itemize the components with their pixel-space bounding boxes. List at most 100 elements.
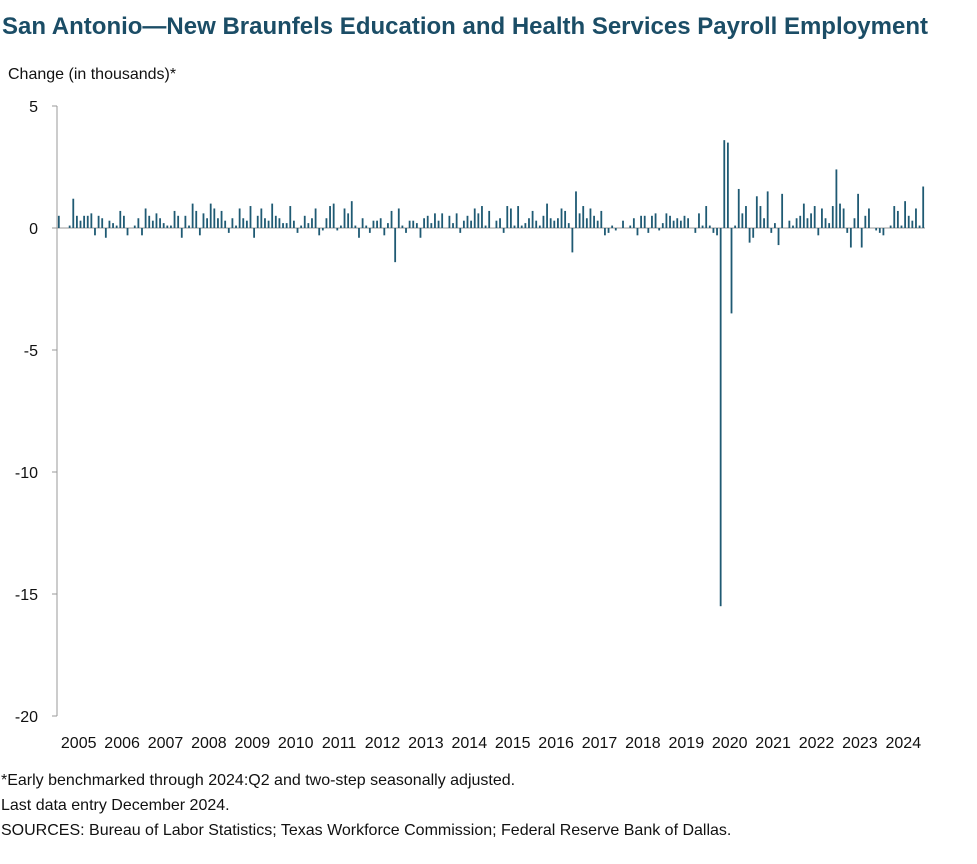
bar — [354, 225, 357, 228]
footnote: *Early benchmarked through 2024:Q2 and t… — [1, 772, 515, 789]
footnote: Last data entry December 2024. — [1, 797, 230, 814]
bar — [528, 218, 530, 228]
bar — [636, 228, 639, 236]
bar — [759, 206, 762, 228]
bar — [755, 196, 758, 228]
bar — [289, 206, 292, 228]
bar — [795, 218, 798, 228]
bar — [752, 228, 755, 238]
bar — [477, 213, 480, 228]
bar — [397, 208, 400, 228]
bar — [593, 215, 595, 228]
bar — [868, 208, 870, 228]
bar — [108, 220, 111, 228]
x-tick-label: 2019 — [669, 735, 705, 752]
bar — [813, 206, 816, 228]
bar — [408, 220, 411, 228]
bar — [632, 218, 635, 228]
x-tick-label: 2024 — [886, 735, 922, 752]
bar — [745, 206, 747, 228]
bar — [821, 208, 823, 228]
bar — [578, 213, 581, 228]
bar — [405, 228, 407, 233]
bar — [86, 215, 89, 228]
bar — [488, 210, 491, 228]
bar — [907, 215, 910, 228]
bar — [434, 213, 436, 228]
bar — [79, 220, 82, 228]
bar — [426, 215, 429, 228]
bar — [419, 228, 422, 238]
bar — [853, 218, 856, 228]
bar — [115, 225, 118, 228]
bar — [318, 228, 321, 236]
bar — [878, 228, 881, 233]
bar — [904, 201, 907, 228]
bar — [535, 220, 538, 228]
bar — [643, 215, 646, 228]
bar — [148, 215, 151, 228]
bar — [542, 215, 545, 228]
bar — [669, 215, 671, 228]
bar — [383, 228, 386, 236]
bar — [864, 215, 867, 228]
bar — [217, 218, 219, 228]
bar — [835, 169, 838, 228]
bar — [806, 218, 809, 228]
bar — [473, 208, 476, 228]
bar — [846, 228, 849, 233]
chart-title: San Antonio—New Braunfels Education and … — [2, 13, 928, 40]
x-tick-label: 2023 — [842, 735, 878, 752]
bar — [596, 220, 599, 228]
bar — [712, 228, 715, 233]
bar — [220, 210, 223, 228]
bar — [104, 228, 107, 238]
bar — [640, 215, 642, 228]
bar — [311, 218, 313, 228]
bar — [180, 228, 183, 238]
bar — [470, 220, 473, 228]
bar — [213, 208, 216, 228]
x-tick-label: 2006 — [104, 735, 140, 752]
bar — [766, 191, 769, 228]
bar — [560, 208, 563, 228]
bar — [882, 228, 885, 236]
bar — [763, 218, 765, 228]
bar — [737, 188, 740, 228]
y-tick-label: -15 — [15, 587, 38, 604]
bar — [325, 218, 328, 228]
bar — [191, 203, 194, 228]
bar — [922, 186, 925, 228]
bar — [575, 191, 577, 228]
bar — [774, 223, 776, 228]
bar — [799, 215, 802, 228]
bar — [506, 206, 509, 228]
bar — [517, 206, 520, 228]
bar — [141, 228, 143, 236]
bar — [893, 206, 896, 228]
bar — [557, 218, 559, 228]
bar — [231, 218, 234, 228]
bar — [726, 142, 729, 228]
bar — [340, 225, 342, 228]
bar — [72, 198, 75, 228]
bar — [734, 225, 737, 228]
bar — [415, 223, 418, 228]
bar — [242, 218, 245, 228]
bar — [538, 225, 541, 228]
bar — [792, 225, 794, 228]
bar — [94, 228, 96, 236]
bar — [292, 220, 295, 228]
bar — [177, 215, 180, 228]
bar — [564, 210, 567, 228]
bar — [372, 220, 375, 228]
bar — [307, 223, 310, 228]
bar — [708, 225, 711, 228]
bar — [235, 225, 237, 228]
bar — [849, 228, 852, 248]
x-tick-label: 2011 — [322, 735, 357, 752]
x-tick-label: 2012 — [365, 735, 401, 752]
bar — [462, 220, 465, 228]
bar — [368, 228, 371, 233]
bar — [387, 223, 389, 228]
